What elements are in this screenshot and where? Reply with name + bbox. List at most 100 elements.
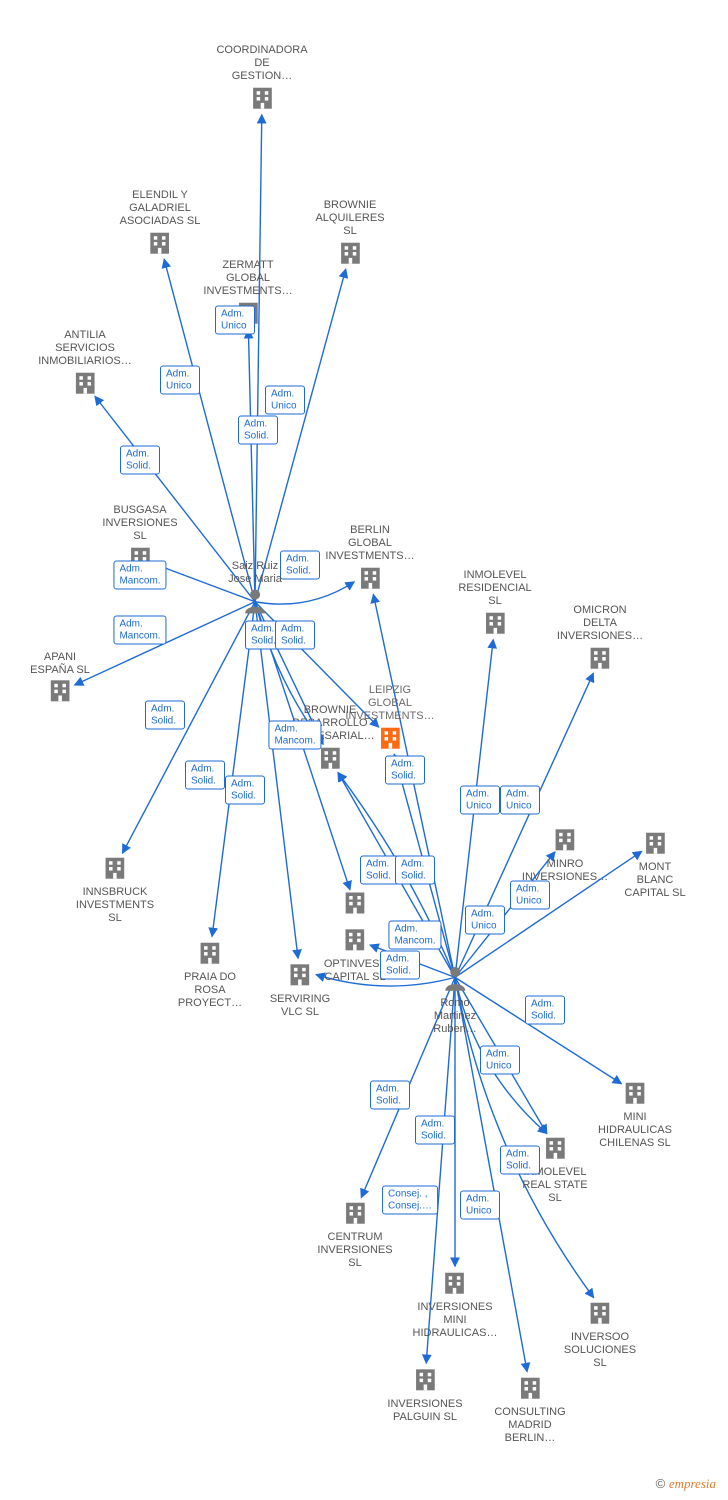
building-icon xyxy=(624,829,685,857)
company-node[interactable]: INNSBRUCK INVESTMENTS SL xyxy=(76,854,154,926)
building-icon xyxy=(341,889,369,917)
edge-role-label: Adm. Solid. xyxy=(225,776,265,805)
company-node[interactable]: BERLIN GLOBAL INVESTMENTS… xyxy=(325,524,414,596)
edge-role-label: Adm. Solid. xyxy=(525,996,565,1025)
company-node[interactable]: COORDINADORA DE GESTION… xyxy=(216,44,307,116)
node-label: APANI ESPAÑA SL xyxy=(30,651,90,677)
edge-role-label: Adm. Mancom. xyxy=(268,721,321,750)
node-label: INVERSIONES MINI HIDRAULICAS… xyxy=(413,1301,498,1341)
company-node[interactable]: MINI HIDRAULICAS CHILENAS SL xyxy=(598,1079,672,1151)
building-icon xyxy=(270,961,330,989)
person-node[interactable]: Romo Martinez Ruben… xyxy=(433,963,476,1037)
node-label: Saiz Ruiz Jose Maria xyxy=(228,560,282,586)
edge-role-label: Adm. Mancom. xyxy=(388,921,441,950)
relationship-edge xyxy=(255,115,262,602)
building-icon xyxy=(38,369,132,397)
edge-role-label: Consej. , Consej.… xyxy=(382,1186,438,1215)
copyright: © empresia xyxy=(656,1476,716,1492)
building-icon xyxy=(413,1269,498,1297)
building-icon xyxy=(178,939,242,967)
building-icon xyxy=(557,644,643,672)
company-node[interactable]: INVERSIONES MINI HIDRAULICAS… xyxy=(413,1269,498,1341)
building-icon xyxy=(387,1366,462,1394)
edge-role-label: Adm. Unico xyxy=(510,881,550,910)
edge-role-label: Adm. Solid. xyxy=(395,856,435,885)
brand-name: empresia xyxy=(669,1476,716,1491)
building-icon xyxy=(315,239,384,267)
company-node[interactable]: ANTILIA SERVICIOS INMOBILIARIOS… xyxy=(38,329,132,401)
company-node[interactable]: MINRO INVERSIONES… xyxy=(522,826,608,884)
node-label: CONSULTING MADRID BERLIN… xyxy=(494,1406,565,1446)
building-icon xyxy=(458,609,531,637)
company-node[interactable]: INMOLEVEL RESIDENCIAL SL xyxy=(458,569,531,641)
company-node[interactable] xyxy=(341,889,369,921)
company-node[interactable]: INVERSIONES PALGUIN SL xyxy=(387,1366,462,1424)
building-icon xyxy=(120,229,201,257)
building-icon xyxy=(564,1299,636,1327)
building-icon xyxy=(494,1374,565,1402)
edge-role-label: Adm. Unico xyxy=(460,1191,500,1220)
building-icon xyxy=(325,564,414,592)
node-label: BUSGASA INVERSIONES SL xyxy=(102,504,177,544)
edge-role-label: Adm. Solid. xyxy=(145,701,185,730)
edge-role-label: Adm. Mancom. xyxy=(113,616,166,645)
node-label: PRAIA DO ROSA PROYECT… xyxy=(178,971,242,1011)
building-icon xyxy=(324,926,386,954)
company-node[interactable]: OPTINVEST CAPITAL SL xyxy=(324,926,386,984)
node-label: INVERSOO SOLUCIONES SL xyxy=(564,1331,636,1371)
node-label: INMOLEVEL RESIDENCIAL SL xyxy=(458,569,531,609)
edge-role-label: Adm. Unico xyxy=(265,386,305,415)
edge-role-label: Adm. Solid. xyxy=(385,756,425,785)
edge-role-label: Adm. Unico xyxy=(215,306,255,335)
building-icon xyxy=(598,1079,672,1107)
edge-role-label: Adm. Solid. xyxy=(360,856,400,885)
building-icon xyxy=(30,677,90,705)
node-label: INNSBRUCK INVESTMENTS SL xyxy=(76,886,154,926)
company-node[interactable]: BROWNIE ALQUILERES SL xyxy=(315,199,384,271)
building-icon xyxy=(522,826,608,854)
edge-role-label: Adm. Solid. xyxy=(185,761,225,790)
building-icon xyxy=(216,84,307,112)
node-label: CENTRUM INVERSIONES SL xyxy=(317,1231,392,1271)
building-icon xyxy=(76,854,154,882)
node-label: SERVIRING VLC SL xyxy=(270,993,330,1019)
edge-role-label: Adm. Unico xyxy=(160,366,200,395)
node-label: MINI HIDRAULICAS CHILENAS SL xyxy=(598,1111,672,1151)
edge-role-label: Adm. Unico xyxy=(500,786,540,815)
node-label: BERLIN GLOBAL INVESTMENTS… xyxy=(325,524,414,564)
company-node[interactable]: INVERSOO SOLUCIONES SL xyxy=(564,1299,636,1371)
edge-role-label: Adm. Solid. xyxy=(380,951,420,980)
person-icon xyxy=(433,963,476,993)
company-node[interactable]: PRAIA DO ROSA PROYECT… xyxy=(178,939,242,1011)
edge-role-label: Adm. Unico xyxy=(465,906,505,935)
company-node[interactable]: MONT BLANC CAPITAL SL xyxy=(624,829,685,901)
edge-role-label: Adm. Unico xyxy=(480,1046,520,1075)
edge-role-label: Adm. Solid. xyxy=(120,446,160,475)
node-label: BROWNIE ALQUILERES SL xyxy=(315,199,384,239)
person-icon xyxy=(228,586,282,616)
edge-role-label: Adm. Unico xyxy=(460,786,500,815)
edge-role-label: Adm. Solid. xyxy=(275,621,315,650)
edge-role-label: Adm. Solid. xyxy=(280,551,320,580)
edge-role-label: Adm. Solid. xyxy=(500,1146,540,1175)
node-label: ZERMATT GLOBAL INVESTMENTS… xyxy=(203,259,292,299)
node-label: MONT BLANC CAPITAL SL xyxy=(624,861,685,901)
edge-role-label: Adm. Solid. xyxy=(238,416,278,445)
node-label: ANTILIA SERVICIOS INMOBILIARIOS… xyxy=(38,329,132,369)
company-node[interactable]: CONSULTING MADRID BERLIN… xyxy=(494,1374,565,1446)
edge-role-label: Adm. Solid. xyxy=(415,1116,455,1145)
person-node[interactable]: Saiz Ruiz Jose Maria xyxy=(228,560,282,620)
copyright-symbol: © xyxy=(656,1476,666,1491)
node-label: OMICRON DELTA INVERSIONES… xyxy=(557,604,643,644)
company-node[interactable]: SERVIRING VLC SL xyxy=(270,961,330,1019)
company-node[interactable]: ELENDIL Y GALADRIEL ASOCIADAS SL xyxy=(120,189,201,261)
company-node[interactable]: OMICRON DELTA INVERSIONES… xyxy=(557,604,643,676)
edge-role-label: Adm. Mancom. xyxy=(113,561,166,590)
node-label: INVERSIONES PALGUIN SL xyxy=(387,1398,462,1424)
node-label: ELENDIL Y GALADRIEL ASOCIADAS SL xyxy=(120,189,201,229)
edge-role-label: Adm. Solid. xyxy=(370,1081,410,1110)
company-node[interactable]: APANI ESPAÑA SL xyxy=(30,651,90,709)
node-label: OPTINVEST CAPITAL SL xyxy=(324,958,386,984)
node-label: Romo Martinez Ruben… xyxy=(433,997,476,1037)
node-label: COORDINADORA DE GESTION… xyxy=(216,44,307,84)
